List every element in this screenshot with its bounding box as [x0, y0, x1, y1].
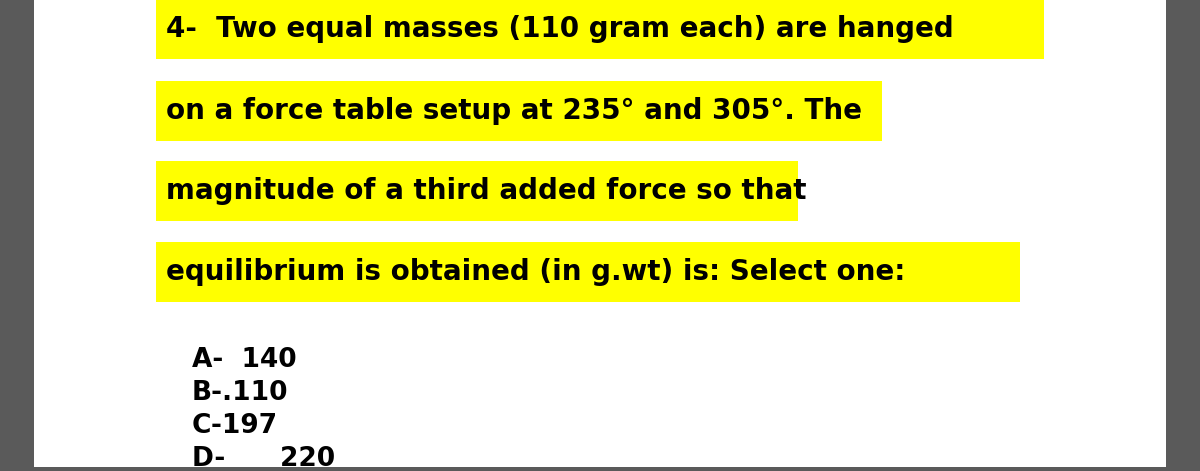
- Text: B-.110: B-.110: [192, 380, 288, 406]
- Bar: [156, 81, 882, 141]
- Bar: [1166, 0, 1200, 471]
- Bar: [0, 467, 1200, 471]
- Text: C-197: C-197: [192, 413, 278, 439]
- Text: equilibrium is obtained (in g.wt) is: Select one:: equilibrium is obtained (in g.wt) is: Se…: [166, 258, 905, 286]
- Bar: [156, 242, 1020, 302]
- Text: A-  140: A- 140: [192, 347, 296, 374]
- Text: D-      220: D- 220: [192, 446, 335, 471]
- Text: 4-  Two equal masses (110 gram each) are hanged: 4- Two equal masses (110 gram each) are …: [166, 15, 953, 43]
- Bar: [0, 0, 34, 471]
- Text: magnitude of a third added force so that: magnitude of a third added force so that: [166, 177, 806, 205]
- Bar: [156, 0, 1044, 59]
- Text: on a force table setup at 235° and 305°. The: on a force table setup at 235° and 305°.…: [166, 97, 862, 125]
- Bar: [156, 161, 798, 221]
